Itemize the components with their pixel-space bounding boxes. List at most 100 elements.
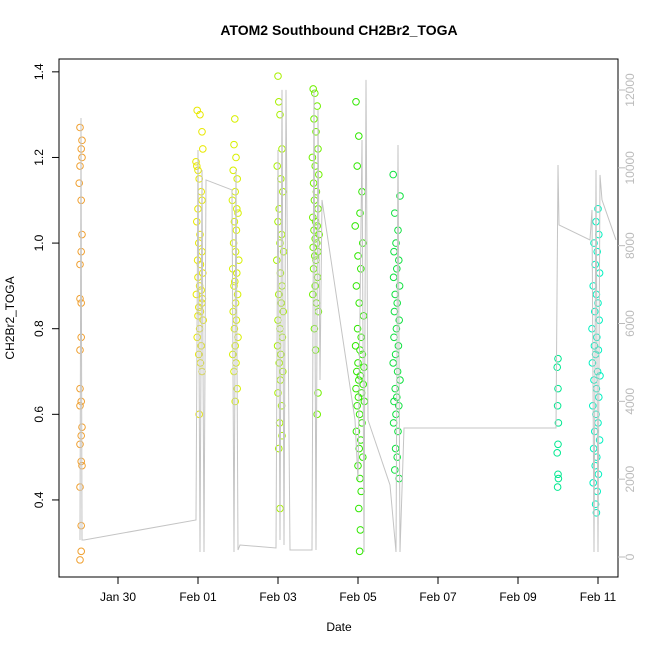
y-tick-label: 0.4 bbox=[32, 491, 46, 508]
data-point bbox=[554, 440, 562, 449]
x-tick-label: Feb 05 bbox=[339, 590, 377, 604]
data-point bbox=[77, 431, 85, 440]
y2-tick-label: 8000 bbox=[623, 232, 637, 259]
data-point bbox=[279, 247, 288, 256]
data-point bbox=[198, 127, 206, 136]
x-tick-label: Feb 03 bbox=[259, 590, 297, 604]
data-point bbox=[352, 98, 360, 106]
data-point bbox=[355, 504, 363, 513]
data-point bbox=[356, 209, 364, 217]
data-point bbox=[553, 449, 562, 457]
y-tick-label: 1.2 bbox=[32, 149, 46, 166]
data-point bbox=[553, 401, 562, 410]
data-point bbox=[391, 384, 400, 393]
data-point bbox=[390, 397, 398, 406]
data-point bbox=[230, 282, 238, 290]
data-point bbox=[393, 367, 402, 376]
data-point bbox=[352, 427, 361, 436]
data-point bbox=[390, 307, 399, 316]
chart-title: ATOM2 Southbound CH2Br2_TOGA bbox=[220, 22, 457, 38]
data-point bbox=[76, 162, 84, 170]
data-point bbox=[196, 230, 204, 239]
data-point bbox=[354, 393, 363, 401]
x-tick-label: Feb 01 bbox=[179, 590, 217, 604]
data-point bbox=[353, 324, 362, 333]
data-point bbox=[193, 162, 201, 170]
data-point bbox=[593, 247, 602, 256]
y2-tick-label: 4000 bbox=[623, 388, 637, 415]
data-point bbox=[273, 162, 282, 170]
data-point bbox=[554, 474, 563, 483]
data-point bbox=[233, 175, 241, 183]
y2-tick-label: 6000 bbox=[623, 310, 637, 337]
data-point bbox=[391, 466, 399, 474]
data-point bbox=[192, 290, 201, 299]
x-tick-label: Feb 09 bbox=[499, 590, 537, 604]
data-point bbox=[309, 85, 318, 93]
data-point bbox=[392, 239, 400, 247]
data-point bbox=[77, 547, 85, 556]
x-tick-label: Feb 07 bbox=[419, 590, 457, 604]
data-point bbox=[76, 260, 84, 269]
data-point bbox=[230, 140, 238, 149]
data-point bbox=[311, 89, 319, 98]
plot-frame bbox=[58, 58, 619, 578]
data-point bbox=[554, 384, 562, 393]
data-point bbox=[196, 110, 204, 119]
data-point bbox=[233, 290, 242, 299]
data-point bbox=[233, 205, 241, 213]
data-point bbox=[232, 153, 240, 162]
data-point bbox=[554, 419, 563, 427]
data-point bbox=[396, 192, 404, 200]
altitude-line bbox=[79, 79, 617, 553]
data-point bbox=[394, 342, 403, 350]
data-point bbox=[308, 153, 317, 162]
data-point bbox=[78, 153, 86, 162]
data-point bbox=[391, 444, 400, 453]
data-point bbox=[355, 444, 364, 453]
data-point bbox=[392, 324, 401, 333]
data-point bbox=[351, 222, 360, 230]
data-point bbox=[199, 145, 207, 153]
data-point bbox=[78, 136, 86, 145]
y2-tick-label: 0 bbox=[623, 553, 637, 560]
plot-area bbox=[75, 72, 617, 564]
data-point bbox=[594, 205, 602, 213]
data-point bbox=[594, 299, 602, 307]
data-point bbox=[590, 342, 599, 350]
data-point bbox=[193, 217, 201, 226]
data-point bbox=[356, 371, 365, 380]
data-point bbox=[351, 342, 360, 350]
data-point bbox=[276, 239, 284, 247]
data-point bbox=[313, 410, 322, 419]
data-point bbox=[314, 389, 322, 397]
data-point bbox=[75, 179, 83, 187]
data-point bbox=[393, 453, 402, 461]
data-point bbox=[395, 282, 404, 290]
data-point bbox=[230, 217, 239, 226]
x-axis-label: Date bbox=[326, 620, 352, 634]
data-point bbox=[192, 157, 200, 166]
data-point bbox=[553, 363, 562, 372]
data-point bbox=[353, 162, 362, 170]
y2-tick-label: 10000 bbox=[623, 151, 637, 185]
data-point bbox=[278, 431, 286, 440]
data-point bbox=[276, 110, 284, 119]
data-point bbox=[312, 127, 320, 136]
data-point bbox=[393, 264, 401, 273]
y-tick-label: 1.4 bbox=[32, 63, 46, 80]
data-point bbox=[310, 324, 319, 333]
data-point bbox=[76, 123, 84, 132]
data-point bbox=[78, 230, 86, 239]
y-tick-label: 0.6 bbox=[32, 406, 46, 423]
data-point bbox=[234, 209, 242, 217]
data-point bbox=[590, 239, 598, 247]
data-point bbox=[230, 324, 239, 333]
data-point bbox=[554, 354, 562, 363]
y-tick-label: 1.0 bbox=[32, 234, 46, 251]
data-point bbox=[229, 239, 238, 247]
y-axis-label: CH2Br2_TOGA bbox=[3, 276, 17, 359]
data-point bbox=[275, 444, 283, 453]
data-point bbox=[273, 256, 281, 265]
